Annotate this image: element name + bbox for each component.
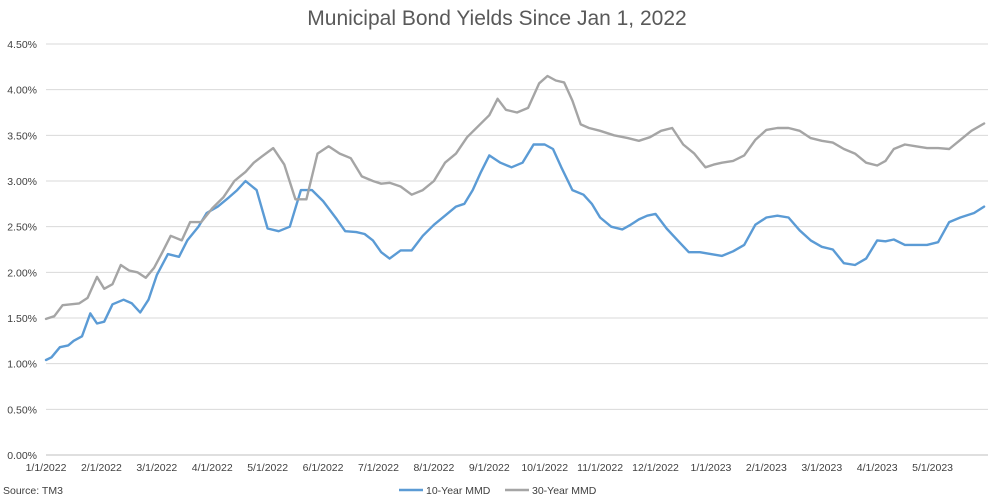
y-tick-label: 2.50% xyxy=(7,222,37,234)
legend-label: 30-Year MMD xyxy=(532,485,597,497)
x-tick-label: 1/1/2023 xyxy=(691,462,732,474)
y-tick-label: 1.00% xyxy=(7,359,37,371)
x-tick-label: 9/1/2022 xyxy=(469,462,510,474)
x-tick-label: 5/1/2023 xyxy=(912,462,953,474)
source-note: Source: TM3 xyxy=(3,485,63,497)
gridlines xyxy=(46,43,988,410)
x-tick-label: 3/1/2023 xyxy=(801,462,842,474)
x-tick-label: 10/1/2022 xyxy=(521,462,568,474)
legend: 10-Year MMD 30-Year MMD xyxy=(399,485,597,497)
y-axis-tick-labels: 0.00% 0.50% 1.00% 1.50% 2.00% 2.50% 3.00% 3.50%… xyxy=(7,39,37,462)
y-tick-label: 4.50% xyxy=(7,39,37,51)
series-lines xyxy=(44,74,986,362)
x-tick-label: 7/1/2022 xyxy=(358,462,399,474)
x-tick-label: 2/1/2022 xyxy=(81,462,122,474)
x-tick-label: 5/1/2022 xyxy=(247,462,288,474)
y-tick-label: 0.50% xyxy=(7,404,37,416)
y-tick-label: 1.50% xyxy=(7,313,37,325)
y-tick-label: 2.00% xyxy=(7,267,37,279)
x-tick-label: 12/1/2022 xyxy=(632,462,679,474)
x-tick-label: 8/1/2022 xyxy=(413,462,454,474)
x-tick-label: 3/1/2022 xyxy=(136,462,177,474)
legend-label: 10-Year MMD xyxy=(426,485,491,497)
x-tick-label: 2/1/2023 xyxy=(746,462,787,474)
x-tick-label: 4/1/2023 xyxy=(857,462,898,474)
series-line-10-year xyxy=(44,143,986,362)
x-tick-label: 1/1/2022 xyxy=(26,462,67,474)
x-tick-label: 11/1/2022 xyxy=(577,462,623,474)
x-tick-label: 6/1/2022 xyxy=(303,462,344,474)
x-axis-tick-labels: 1/1/2022 2/1/2022 3/1/2022 4/1/2022 5/1/2022… xyxy=(26,462,954,474)
y-tick-label: 4.00% xyxy=(7,85,37,97)
chart-title: Municipal Bond Yields Since Jan 1, 2022 xyxy=(307,7,686,30)
y-tick-label: 0.00% xyxy=(7,450,37,462)
y-tick-label: 3.00% xyxy=(7,176,37,188)
x-tick-label: 4/1/2022 xyxy=(192,462,233,474)
series-line-30-year xyxy=(44,74,986,321)
y-tick-label: 3.50% xyxy=(7,130,37,142)
